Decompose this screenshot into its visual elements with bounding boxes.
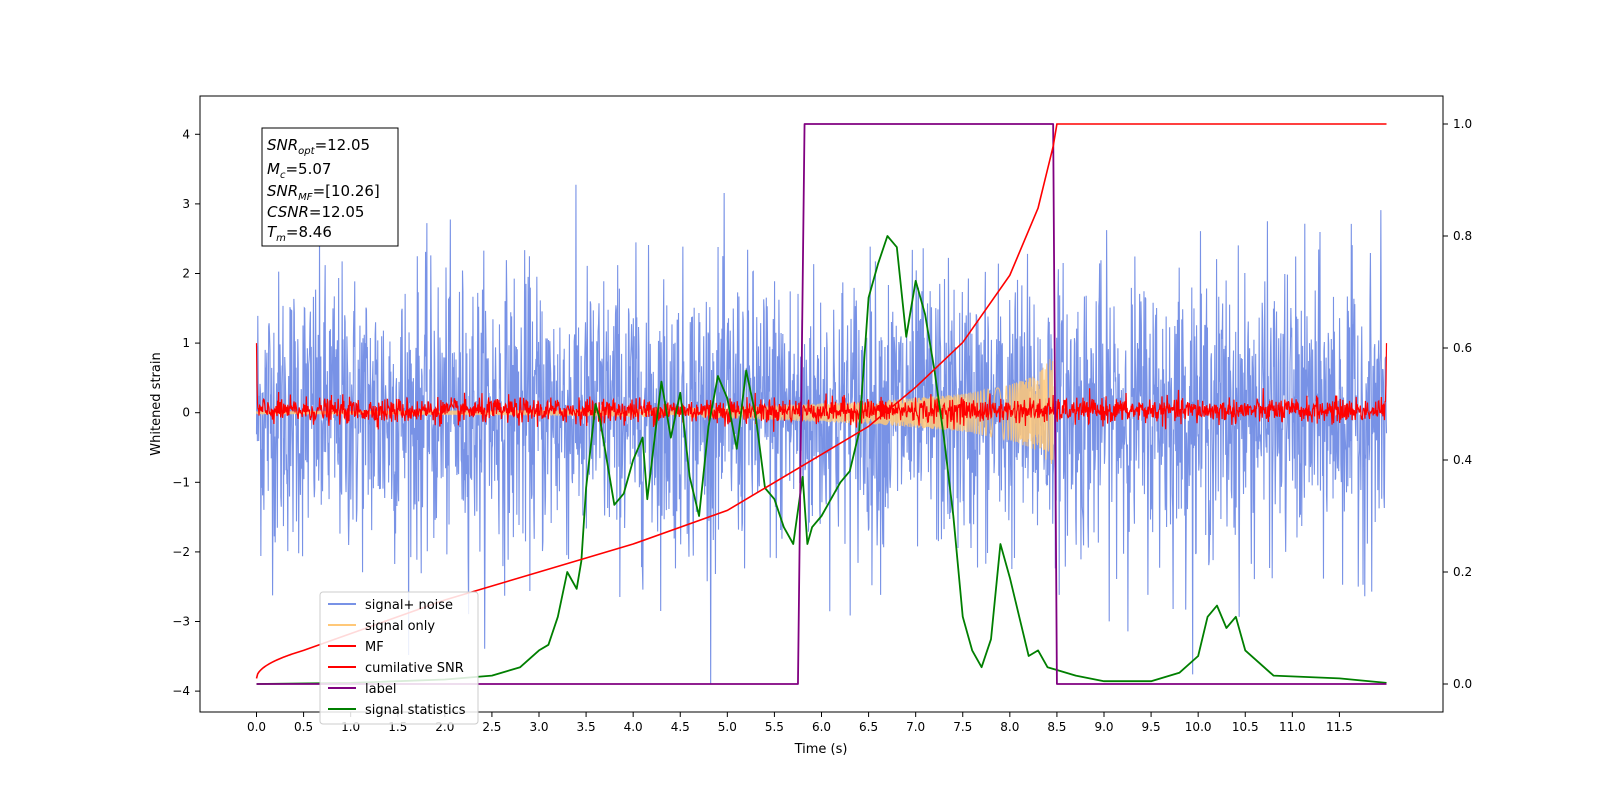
x-axis-ticks: 0.0 0.5 1.0 1.5 2.0 2.5 3.0 3.5 4.0 4.5 5.0 5.5 6.0 6… [247,712,1353,734]
info-csnr: CSNR=12.05 [267,203,364,221]
y-left-tick-label: −1 [172,475,190,489]
legend-label: signal+ noise [365,598,453,613]
y-left-tick-label: −4 [172,684,190,698]
legend: signal+ noise signal only MF cumilative SNR… [319,591,479,725]
x-tick-label: 6.0 [812,720,831,734]
x-tick-label: 8.0 [1000,720,1019,734]
series-signal-noise [255,184,1388,685]
x-tick-label: 8.5 [1047,720,1066,734]
info-tm: Tm=8.46 [267,223,332,244]
x-tick-label: 4.5 [671,720,690,734]
series-signal-statistics [256,235,1387,685]
y-left-tick-label: −3 [172,615,190,629]
x-tick-label: 5.5 [765,720,784,734]
x-tick-label: 7.5 [953,720,972,734]
y-left-tick-label: 4 [182,127,190,141]
x-tick-label: 6.5 [859,720,878,734]
y-right-tick-label: 0.2 [1453,565,1472,579]
x-tick-label: 3.5 [577,720,596,734]
x-tick-label: 11.5 [1326,720,1353,734]
x-tick-label: 10.5 [1232,720,1259,734]
legend-label: signal statistics [365,703,466,718]
x-tick-label: 7.0 [906,720,925,734]
info-snr-mf: SNRMF=[10.26] [267,182,380,203]
legend-label: MF [365,640,384,655]
x-tick-label: 11.0 [1279,720,1306,734]
info-box: SNRopt=12.05 Mc=5.07 SNRMF=[10.26] CSNR=… [261,127,399,247]
x-tick-label: 10.0 [1185,720,1212,734]
legend-frame [319,591,479,725]
y-right-tick-label: 0.4 [1453,453,1472,467]
x-axis-label: Time (s) [794,742,848,757]
series-cumulative-snr [255,123,1387,679]
y-left-tick-label: 3 [182,197,190,211]
y-left-tick-label: 2 [182,266,190,280]
y-right-tick-label: 1.0 [1453,117,1472,131]
y-left-tick-label: 1 [182,336,190,350]
x-tick-label: 9.5 [1142,720,1161,734]
legend-label: label [365,682,396,697]
info-box-frame [261,127,399,247]
x-tick-label: 5.0 [718,720,737,734]
legend-label: signal only [365,619,435,634]
y-axis-right-ticks: 1.0 0.8 0.6 0.4 0.2 0.0 [1443,117,1472,691]
legend-items: signal+ noise signal only MF cumilative SNR… [328,598,466,718]
x-tick-label: 2.5 [482,720,501,734]
legend-label: cumilative SNR [365,661,464,676]
y-axis-left-ticks: 4 3 2 1 0 −1 −2 −3 −4 [172,127,200,698]
info-snr-opt: SNRopt=12.05 [267,136,370,157]
x-tick-label: 0.0 [247,720,266,734]
series-mf [255,343,1388,432]
x-tick-label: 4.0 [624,720,643,734]
data-layer [255,123,1388,685]
y-left-tick-label: 0 [182,406,190,420]
y-left-tick-label: −2 [172,545,190,559]
y-right-tick-label: 0.0 [1453,677,1472,691]
info-mc: Mc=5.07 [267,160,331,181]
y-right-tick-label: 0.8 [1453,229,1472,243]
series-label [256,123,1387,685]
y-right-tick-label: 0.6 [1453,341,1472,355]
x-tick-label: 0.5 [294,720,313,734]
y-axis-label: Whitened strain [149,352,164,455]
x-tick-label: 3.0 [529,720,548,734]
x-tick-label: 9.0 [1094,720,1113,734]
